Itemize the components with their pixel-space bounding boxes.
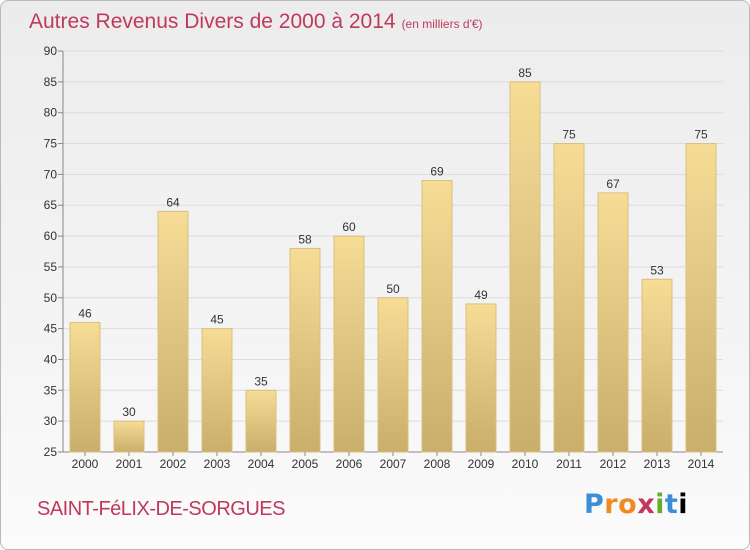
bar-value-label: 69: [430, 165, 444, 179]
chart-title: Autres Revenus Divers de 2000 à 2014 (en …: [29, 10, 483, 34]
bar: [641, 278, 673, 453]
bar: [157, 210, 189, 453]
x-tick-label: 2006: [336, 457, 363, 471]
bar: [421, 180, 453, 453]
y-tick-label: 85: [44, 75, 58, 89]
x-tick-label: 2011: [556, 457, 582, 471]
bar-value-label: 60: [342, 220, 356, 234]
bar: [289, 247, 321, 453]
x-tick-label: 2000: [72, 457, 99, 471]
x-tick-label: 2007: [380, 457, 407, 471]
x-tick-label: 2004: [248, 457, 275, 471]
bar: [553, 143, 585, 453]
bar-value-label: 58: [298, 232, 312, 246]
bar: [245, 389, 277, 453]
bar-value-label: 49: [474, 288, 488, 302]
bar: [69, 321, 101, 453]
y-tick-label: 40: [44, 352, 58, 366]
x-tick-label: 2009: [468, 457, 495, 471]
y-tick-label: 45: [44, 322, 58, 336]
bar: [597, 192, 629, 453]
bar-value-label: 30: [122, 405, 136, 419]
bar: [377, 297, 409, 453]
bar-value-label: 53: [650, 263, 664, 277]
x-tick-label: 2012: [600, 457, 627, 471]
bar-value-label: 85: [518, 66, 532, 80]
bar-value-label: 64: [166, 195, 180, 209]
x-tick-label: 2014: [688, 457, 715, 471]
x-tick-label: 2005: [292, 457, 319, 471]
x-tick-label: 2010: [512, 457, 539, 471]
y-tick-label: 50: [44, 291, 58, 305]
bar-value-label: 50: [386, 282, 400, 296]
y-tick-label: 25: [44, 445, 58, 459]
y-tick-label: 60: [44, 229, 58, 243]
bar: [685, 143, 717, 453]
bar: [333, 235, 365, 453]
y-tick-label: 30: [44, 414, 58, 428]
bar: [509, 81, 541, 453]
y-tick-label: 55: [44, 260, 58, 274]
bar: [465, 303, 497, 453]
x-tick-label: 2001: [116, 457, 143, 471]
y-tick-label: 80: [44, 106, 58, 120]
y-tick-label: 65: [44, 198, 58, 212]
x-tick-label: 2002: [160, 457, 187, 471]
x-tick-label: 2013: [644, 457, 671, 471]
bar-value-label: 35: [254, 374, 268, 388]
y-tick-label: 75: [44, 137, 58, 151]
bar: [201, 328, 233, 453]
chart-title-text: Autres Revenus Divers de 2000 à 2014: [29, 10, 396, 33]
chart-unit-note: (en milliers d'€): [401, 17, 483, 31]
x-tick-label: 2008: [424, 457, 451, 471]
bar: [113, 420, 145, 453]
y-tick-label: 70: [44, 167, 58, 181]
y-tick-label: 90: [44, 44, 58, 58]
commune-name: SAINT-FéLIX-DE-SORGUES: [37, 498, 285, 520]
x-tick-label: 2003: [204, 457, 231, 471]
bar-value-label: 46: [78, 306, 92, 320]
proxiti-logo: Proxiti: [584, 489, 689, 520]
bar-value-label: 45: [210, 313, 224, 327]
bar-value-label: 75: [562, 128, 576, 142]
y-tick-label: 35: [44, 383, 58, 397]
bar-value-label: 67: [606, 177, 620, 191]
bar-value-label: 75: [694, 128, 708, 142]
